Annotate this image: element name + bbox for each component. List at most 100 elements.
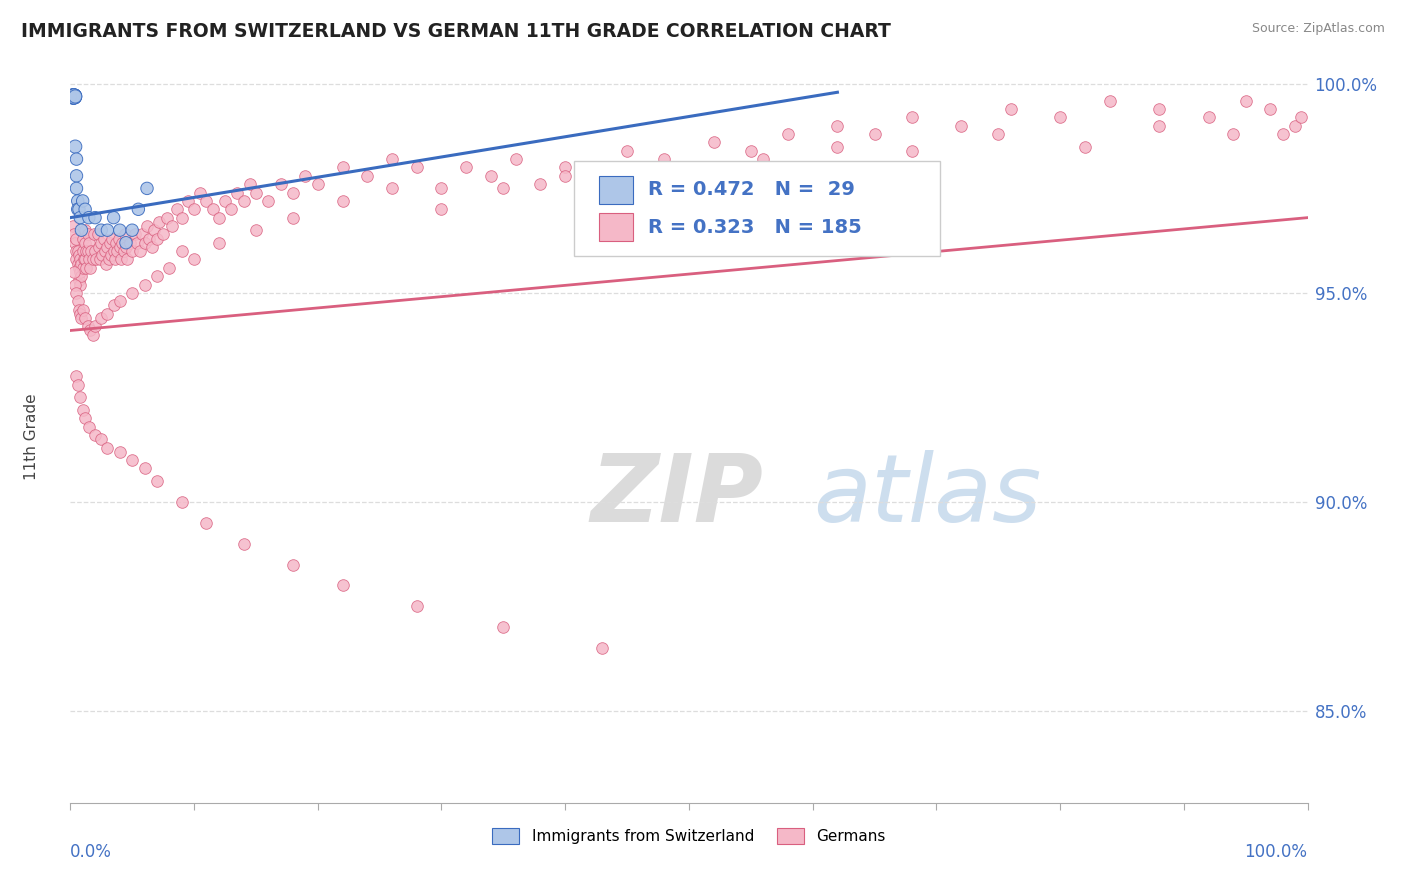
Point xyxy=(100,248,122,262)
Point xyxy=(136,219,159,233)
Point xyxy=(492,181,515,195)
Point xyxy=(60,89,83,103)
Point xyxy=(146,269,169,284)
Point xyxy=(1222,127,1244,141)
Point xyxy=(101,231,124,245)
Point xyxy=(456,161,478,175)
Point xyxy=(678,181,700,195)
Point xyxy=(332,578,354,592)
Point xyxy=(104,252,127,267)
Point xyxy=(69,252,91,267)
Point xyxy=(65,369,87,384)
Point xyxy=(66,294,89,309)
Point xyxy=(90,310,112,325)
Point xyxy=(107,231,129,245)
Point xyxy=(75,310,97,325)
Point xyxy=(70,310,93,325)
Point xyxy=(900,111,922,125)
Point xyxy=(752,152,775,166)
Text: Source: ZipAtlas.com: Source: ZipAtlas.com xyxy=(1251,22,1385,36)
Point xyxy=(146,231,169,245)
Point xyxy=(79,260,101,275)
Point xyxy=(93,231,115,245)
Point xyxy=(131,227,153,242)
Point xyxy=(77,235,100,250)
Point xyxy=(652,152,675,166)
Point xyxy=(84,244,107,258)
Point xyxy=(616,144,638,158)
Point xyxy=(356,169,378,183)
Point xyxy=(195,194,218,208)
Point xyxy=(214,194,236,208)
Point xyxy=(114,227,136,242)
Point xyxy=(66,257,89,271)
Point xyxy=(146,474,169,488)
Point xyxy=(96,240,118,254)
Point xyxy=(827,119,849,133)
Point xyxy=(69,277,91,292)
Point xyxy=(62,89,84,103)
Point xyxy=(89,252,111,267)
Point xyxy=(94,244,117,258)
Point xyxy=(1198,111,1220,125)
Point xyxy=(776,127,799,141)
Point xyxy=(160,219,183,233)
Point xyxy=(105,235,128,250)
Point xyxy=(121,244,143,258)
Point xyxy=(65,231,87,245)
Point xyxy=(430,202,453,217)
Point xyxy=(72,403,94,417)
Point xyxy=(128,244,150,258)
Point xyxy=(67,248,90,262)
Point xyxy=(67,273,90,287)
Text: IMMIGRANTS FROM SWITZERLAND VS GERMAN 11TH GRADE CORRELATION CHART: IMMIGRANTS FROM SWITZERLAND VS GERMAN 11… xyxy=(21,22,891,41)
Point xyxy=(67,302,90,317)
Point xyxy=(703,136,725,150)
Point xyxy=(294,169,316,183)
Point xyxy=(136,181,159,195)
Point xyxy=(281,211,304,225)
Point xyxy=(65,169,87,183)
Point xyxy=(115,235,138,250)
Point xyxy=(950,119,973,133)
Point xyxy=(170,244,193,258)
Point xyxy=(65,244,87,258)
Point xyxy=(1260,102,1282,116)
Point xyxy=(115,240,138,254)
Text: 11th Grade: 11th Grade xyxy=(24,393,39,481)
Point xyxy=(112,244,135,258)
Point xyxy=(111,235,134,250)
Point xyxy=(75,260,97,275)
Point xyxy=(1147,119,1170,133)
Point xyxy=(827,139,849,153)
Point xyxy=(188,186,211,200)
Point xyxy=(127,202,149,217)
Point xyxy=(84,211,107,225)
Point xyxy=(170,211,193,225)
Text: R = 0.323   N = 185: R = 0.323 N = 185 xyxy=(648,218,862,236)
Point xyxy=(1147,102,1170,116)
Point xyxy=(69,265,91,279)
Point xyxy=(281,558,304,572)
Point xyxy=(177,194,200,208)
Point xyxy=(141,240,163,254)
Point xyxy=(97,252,120,267)
Point xyxy=(83,227,105,242)
Point xyxy=(70,223,93,237)
Point xyxy=(69,390,91,404)
Point xyxy=(75,252,97,267)
Legend: Immigrants from Switzerland, Germans: Immigrants from Switzerland, Germans xyxy=(486,822,891,850)
Point xyxy=(63,89,86,103)
Point xyxy=(554,161,576,175)
Point xyxy=(67,202,90,217)
Point xyxy=(108,223,131,237)
Point xyxy=(77,419,100,434)
Point xyxy=(82,327,104,342)
Point xyxy=(96,257,118,271)
Point xyxy=(76,244,98,258)
Point xyxy=(121,285,143,300)
Point xyxy=(66,377,89,392)
Point xyxy=(529,178,551,192)
Point xyxy=(84,428,107,442)
Point xyxy=(270,178,292,192)
